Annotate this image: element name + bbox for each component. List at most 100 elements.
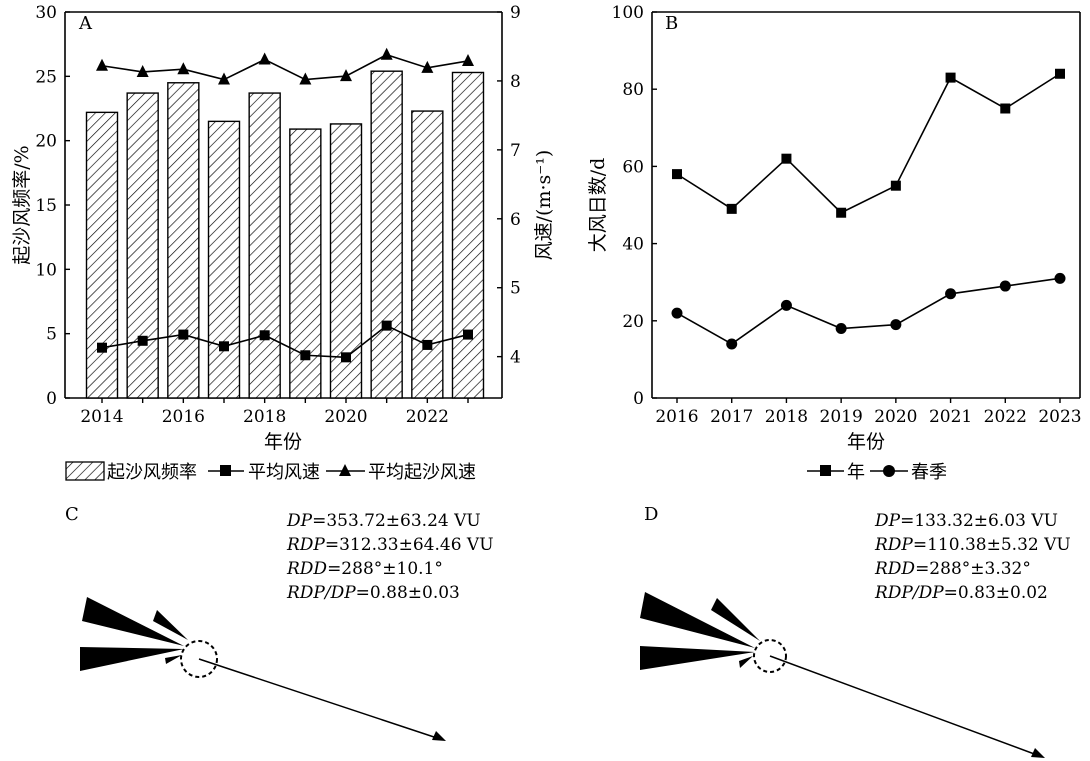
- x-tick-label: 2020: [874, 407, 917, 427]
- y2-tick-label: 5: [510, 279, 521, 299]
- mean-speed-point-2018: [259, 330, 270, 341]
- frequency-bar-2018: [248, 92, 281, 399]
- panel-d-stat-ratio: RDP/DP=0.83±0.02: [874, 583, 1048, 603]
- y-tick-label: 0: [633, 389, 644, 409]
- mean-speed-point-2020: [341, 352, 351, 363]
- x-tick-label: 2016: [655, 407, 698, 427]
- legend-spring-marker: [883, 465, 895, 477]
- spring-line: [676, 277, 1061, 345]
- arrow-head-icon: [432, 731, 446, 741]
- panel-d-stat-dp: DP=133.32±6.03 VU: [874, 511, 1058, 531]
- sand-speed-point-2021: [380, 47, 393, 60]
- rose-arm-nw: [711, 598, 760, 641]
- annual-line: [676, 73, 1061, 214]
- spring-point-2021: [945, 288, 957, 300]
- frequency-bar-2022: [411, 110, 444, 399]
- spring-point-2017: [726, 338, 738, 350]
- panel-a-chart: 0 5 10 15 20 25 30 4 5 6 7 8 9 2014 2016 2018 2020 2022…: [11, 3, 555, 453]
- panel-c-stat-rdd: RDD=288°±10.1°: [286, 559, 443, 579]
- x-tick-label: 2018: [243, 407, 286, 427]
- y-tick-label: 10: [35, 260, 57, 280]
- mean-speed-point-2023: [463, 329, 473, 340]
- panel-a-x-axis-title: 年份: [264, 431, 302, 453]
- annual-point-2023: [1055, 68, 1065, 79]
- sand-speed-point-2015: [136, 64, 149, 77]
- legend-label-annual: 年: [847, 462, 865, 483]
- legend-label-sand-speed: 平均起沙风速: [368, 462, 476, 483]
- x-tick-label: 2023: [1038, 407, 1081, 427]
- mean-speed-point-2021: [381, 320, 392, 331]
- panel-c-rose-graphic: [80, 597, 446, 741]
- panel-b-x-axis-title: 年份: [847, 431, 885, 453]
- annual-point-2022: [1000, 103, 1011, 114]
- sand-speed-point-2014: [96, 58, 108, 71]
- x-tick-label: 2019: [820, 407, 863, 427]
- panel-d-stats: DP=133.32±6.03 VU RDP=110.38±5.32 VU RDD…: [874, 511, 1071, 603]
- annual-point-2018: [781, 153, 792, 164]
- x-tick-label: 2017: [710, 407, 753, 427]
- spring-point-2019: [835, 323, 847, 335]
- panel-b-lines: [671, 68, 1066, 350]
- annual-point-2019: [836, 207, 847, 218]
- x-tick-label: 2016: [162, 407, 205, 427]
- y-tick-label: 25: [35, 67, 57, 87]
- resultant-drift-arrow-line: [198, 658, 438, 739]
- panel-b-y-axis-title: 大风日数/d: [587, 158, 609, 253]
- arrow-head-icon: [1031, 748, 1045, 758]
- frequency-bar-2016: [167, 82, 200, 399]
- spring-point-2023: [1054, 272, 1066, 284]
- panel-a-y-axis-title: 起沙风频率/%: [11, 145, 33, 264]
- rose-arm-w: [640, 646, 755, 670]
- y-tick-label: 40: [622, 235, 644, 255]
- sand-speed-line: [101, 53, 469, 81]
- sand-speed-point-2016: [177, 62, 190, 75]
- panel-a-legend: 起沙风频率 平均风速 平均起沙风速: [65, 461, 476, 483]
- panel-b-x-ticks: 2016 2017 2018 2019 2020 2021 2022 2023: [655, 398, 1082, 427]
- y-tick-label: 60: [622, 157, 644, 177]
- panel-b-letter: B: [665, 13, 678, 34]
- y2-tick-label: 6: [510, 210, 521, 230]
- panel-d-stat-rdd: RDD=288°±3.32°: [874, 559, 1031, 579]
- y2-tick-label: 7: [510, 141, 521, 161]
- y-tick-label: 0: [46, 389, 57, 409]
- annual-point-2016: [672, 169, 682, 180]
- sand-speed-point-2020: [340, 69, 352, 82]
- mean-speed-point-2014: [97, 342, 107, 353]
- x-tick-label: 2014: [80, 407, 123, 427]
- mean-speed-point-2016: [178, 329, 189, 340]
- legend-triangle-marker: [339, 464, 351, 476]
- x-tick-label: 2022: [984, 407, 1027, 427]
- mean-speed-point-2015: [137, 335, 148, 346]
- legend-square-marker: [220, 465, 231, 476]
- y-tick-label: 20: [35, 132, 57, 152]
- annual-point-2020: [890, 180, 901, 191]
- sand-speed-point-2017: [218, 72, 230, 85]
- y-tick-label: 30: [35, 3, 57, 23]
- legend-label-frequency: 起沙风频率: [107, 462, 197, 483]
- y-tick-label: 15: [35, 196, 57, 216]
- frequency-bar-2014: [85, 111, 119, 399]
- x-tick-label: 2021: [929, 407, 972, 427]
- y2-tick-label: 4: [510, 348, 521, 368]
- spring-point-2022: [999, 280, 1011, 292]
- legend-label-spring: 春季: [911, 462, 947, 483]
- spring-point-2020: [890, 319, 902, 331]
- rose-arm-wnw: [640, 592, 755, 648]
- panel-b-chart: 0 20 40 60 80 100 2016 2017 2018 2019 2020 2021 202…: [587, 3, 1082, 453]
- panel-c-stat-rdp: RDP=312.33±64.46 VU: [286, 535, 494, 555]
- sand-speed-point-2023: [462, 53, 474, 66]
- y-tick-label: 5: [46, 325, 57, 345]
- mean-speed-point-2019: [300, 350, 311, 361]
- frequency-bar-2017: [207, 120, 241, 399]
- panel-a-right-ticks: 4 5 6 7 8 9: [497, 3, 521, 368]
- frequency-bar-2023: [451, 71, 485, 399]
- panel-d-stat-rdp: RDP=110.38±5.32 VU: [874, 535, 1071, 555]
- annual-point-2017: [726, 203, 737, 214]
- panel-d-letter: D: [644, 504, 658, 525]
- y-tick-label: 100: [612, 3, 644, 23]
- rose-arm-nw: [153, 610, 188, 640]
- x-tick-label: 2018: [765, 407, 808, 427]
- legend-label-mean-speed: 平均风速: [248, 462, 320, 483]
- y-tick-label: 80: [622, 80, 644, 100]
